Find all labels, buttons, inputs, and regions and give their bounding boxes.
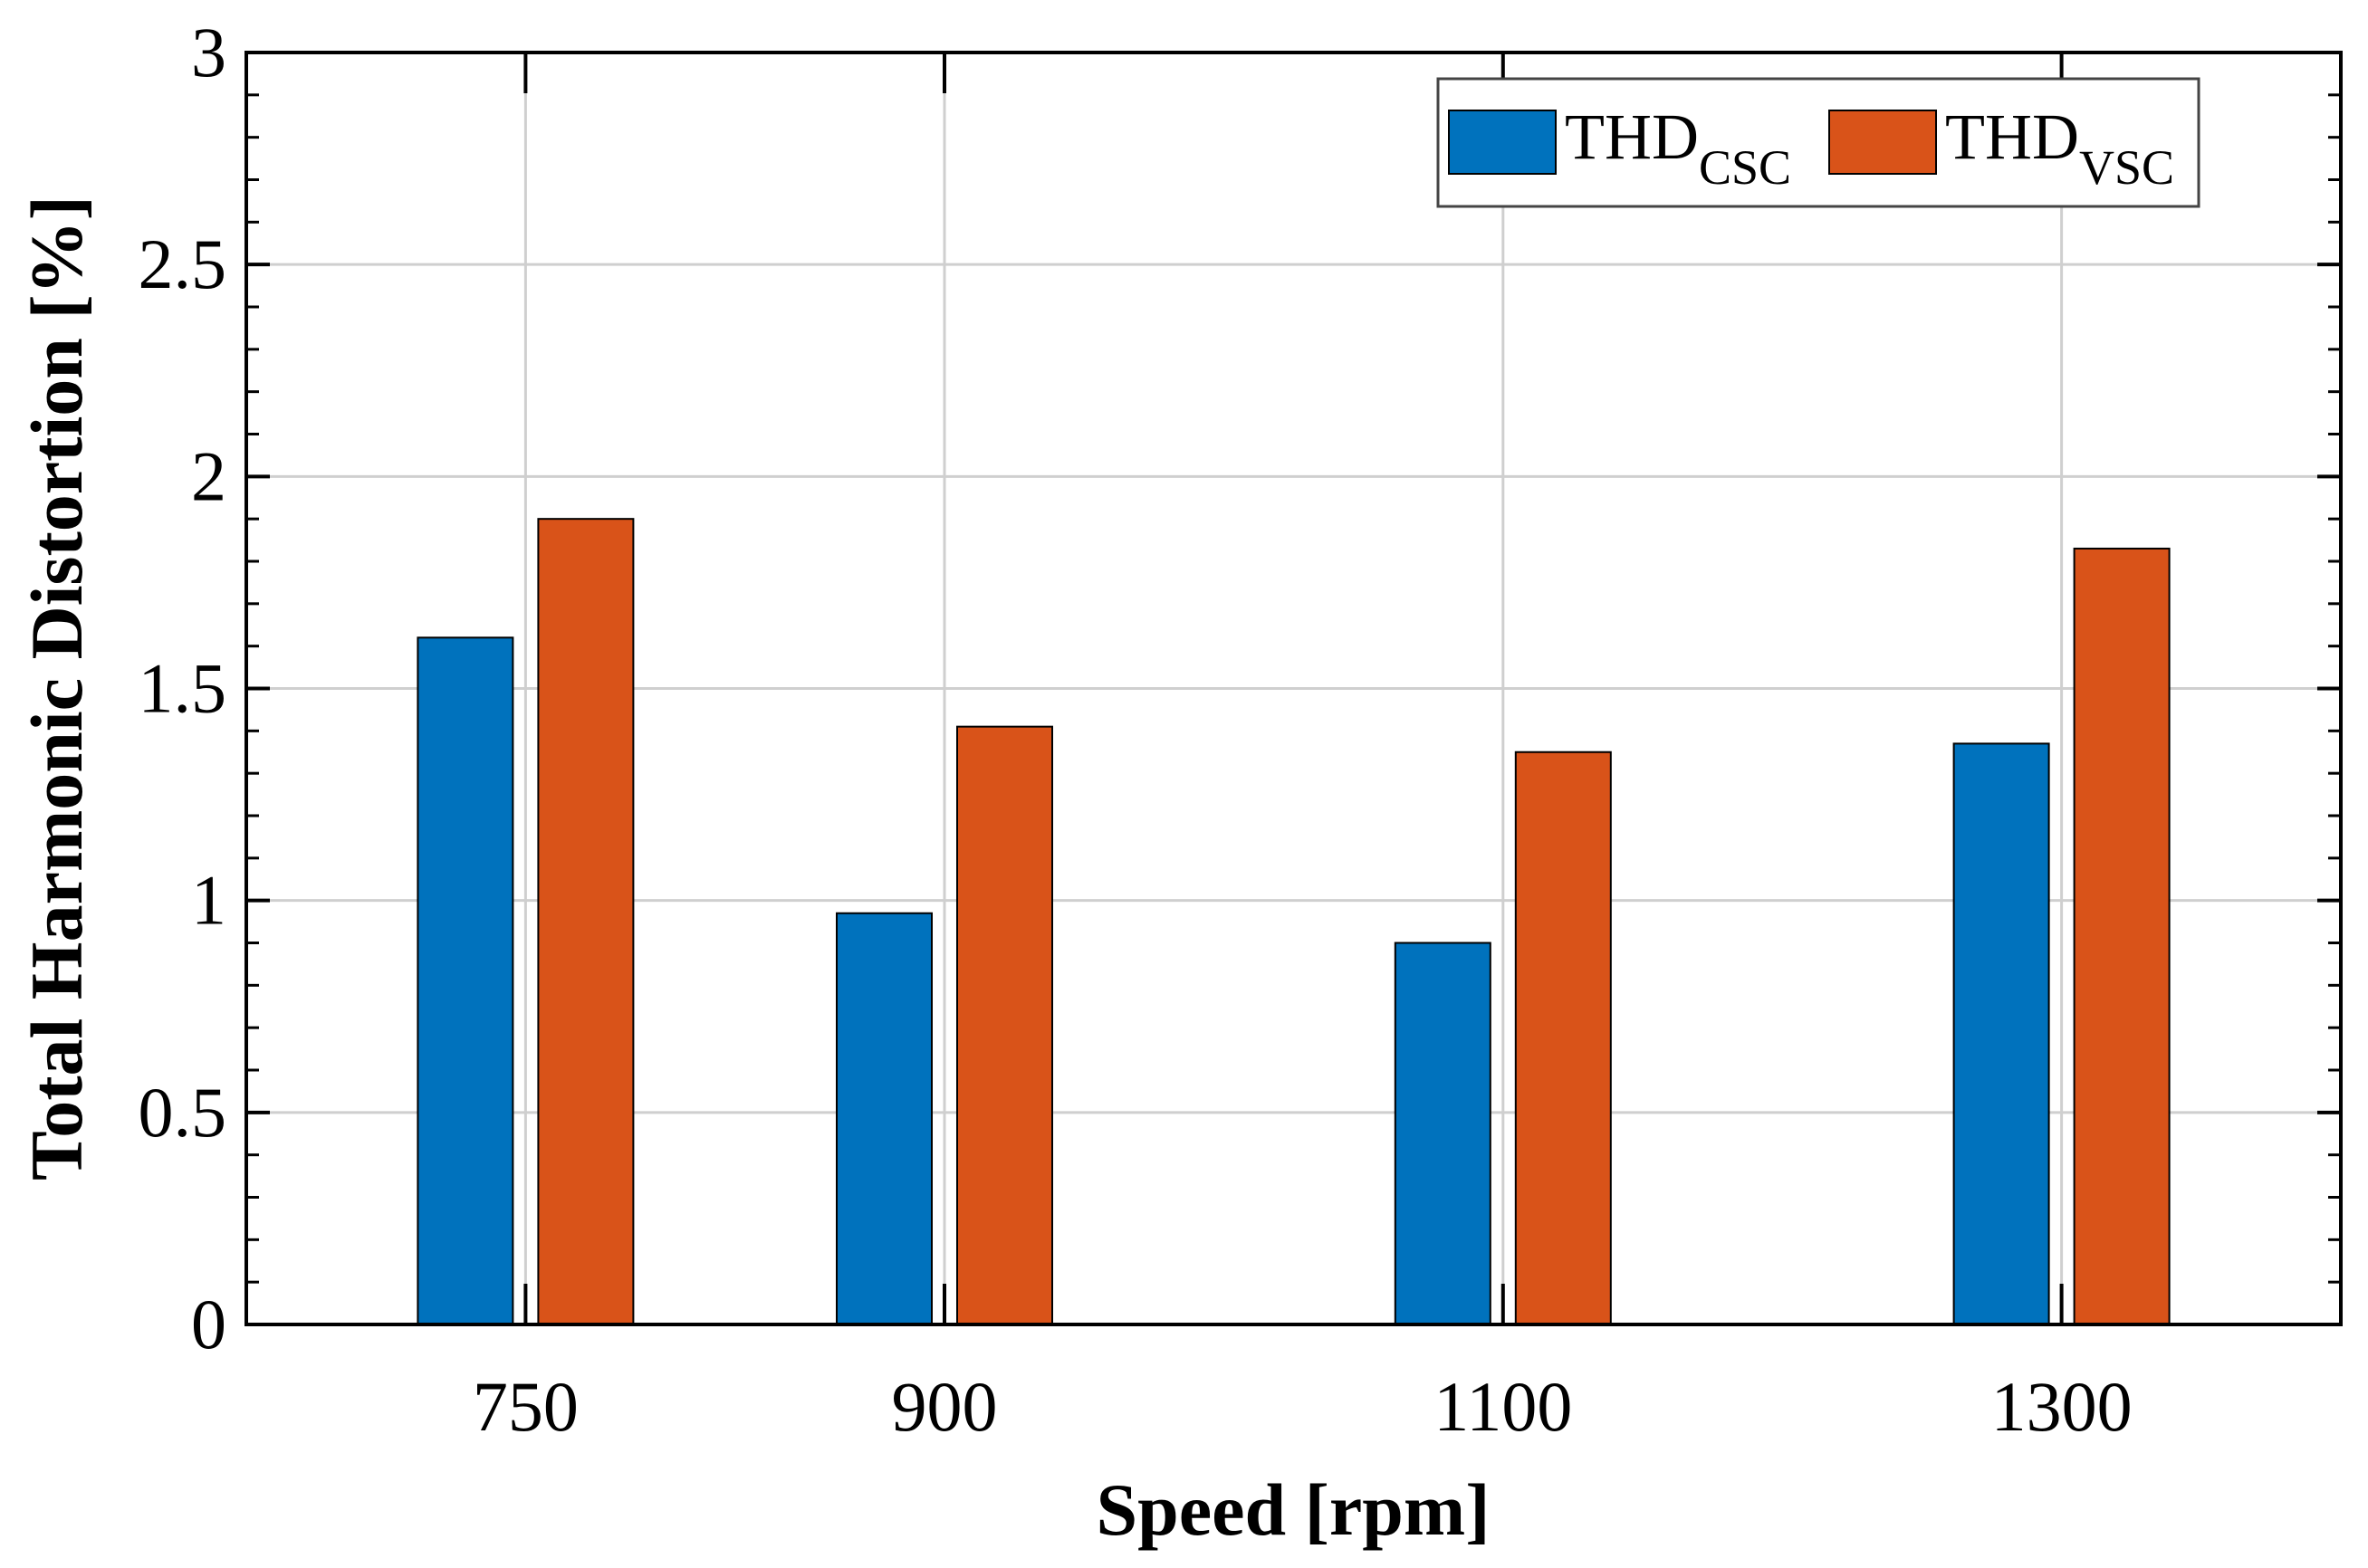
y-tick-label: 0.5: [139, 1073, 227, 1152]
bars: [417, 518, 2171, 1325]
legend-box: [1436, 77, 2200, 208]
x-axis-title: Speed [rpm]: [1096, 1468, 1490, 1551]
y-tick-label: 3: [191, 13, 226, 91]
bar-vsc-1300: [2073, 547, 2171, 1325]
y-tick-label: 2: [191, 436, 226, 515]
x-tick-label: 900: [892, 1367, 998, 1446]
legend: THDCSC THDVSC: [1436, 77, 2200, 208]
legend-label-csc: THDCSC: [1565, 100, 1791, 195]
x-tick-label: 1100: [1433, 1367, 1572, 1446]
bar-vsc-750: [537, 518, 635, 1325]
bar-csc-1100: [1394, 942, 1491, 1325]
x-tick-labels: 750 900 1100 1300: [473, 1367, 2133, 1446]
x-tick-label: 1300: [1991, 1367, 2133, 1446]
y-tick-label: 1: [191, 861, 226, 940]
legend-label-vsc: THDVSC: [1945, 100, 2174, 195]
y-tick-label: 2.5: [139, 225, 227, 303]
axis-ticks: [246, 51, 2341, 1326]
bar-vsc-900: [956, 725, 1053, 1325]
bar-vsc-1100: [1514, 751, 1612, 1325]
bar-csc-1300: [1952, 742, 2050, 1325]
bar-csc-900: [836, 912, 933, 1325]
legend-swatch-vsc: [1828, 110, 1937, 175]
bar-csc-750: [417, 636, 514, 1325]
y-tick-label: 0: [191, 1285, 226, 1363]
x-tick-label: 750: [473, 1367, 579, 1446]
legend-swatch-csc: [1448, 110, 1557, 175]
y-tick-labels: 0 0.5 1 1.5 2 2.5 3: [139, 13, 227, 1363]
y-tick-label: 1.5: [139, 649, 227, 728]
y-axis-title: Total Harmonic Distortion [%]: [15, 196, 98, 1181]
